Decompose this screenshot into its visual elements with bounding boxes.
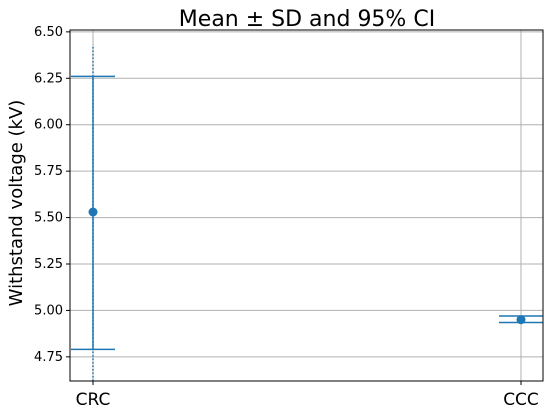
axis-ticks: 4.75 5.00 5.25 5.50 5.75 6.00 6.25 6.50 CRC CCC [34, 25, 539, 410]
x-tick-label: CCC [503, 390, 539, 410]
y-tick-label: 5.25 [34, 257, 63, 272]
x-tick-label: CRC [76, 390, 111, 410]
grid-lines [70, 30, 543, 381]
plot-area-frame [69, 29, 544, 382]
y-tick-label: 5.50 [34, 211, 63, 226]
y-tick-label: 6.25 [34, 71, 63, 86]
y-tick-label: 4.75 [34, 350, 63, 365]
y-tick-label: 6.00 [34, 118, 63, 133]
y-tick-label: 6.50 [34, 25, 63, 40]
data-marks [71, 44, 543, 381]
mean-marker [88, 207, 98, 217]
mean-marker [516, 315, 526, 325]
y-axis-label: Withstand voltage (kV) [6, 100, 27, 307]
y-tick-label: 5.75 [34, 164, 63, 179]
chart-title: Mean ± SD and 95% CI [179, 7, 435, 32]
y-tick-label: 5.00 [34, 303, 63, 318]
